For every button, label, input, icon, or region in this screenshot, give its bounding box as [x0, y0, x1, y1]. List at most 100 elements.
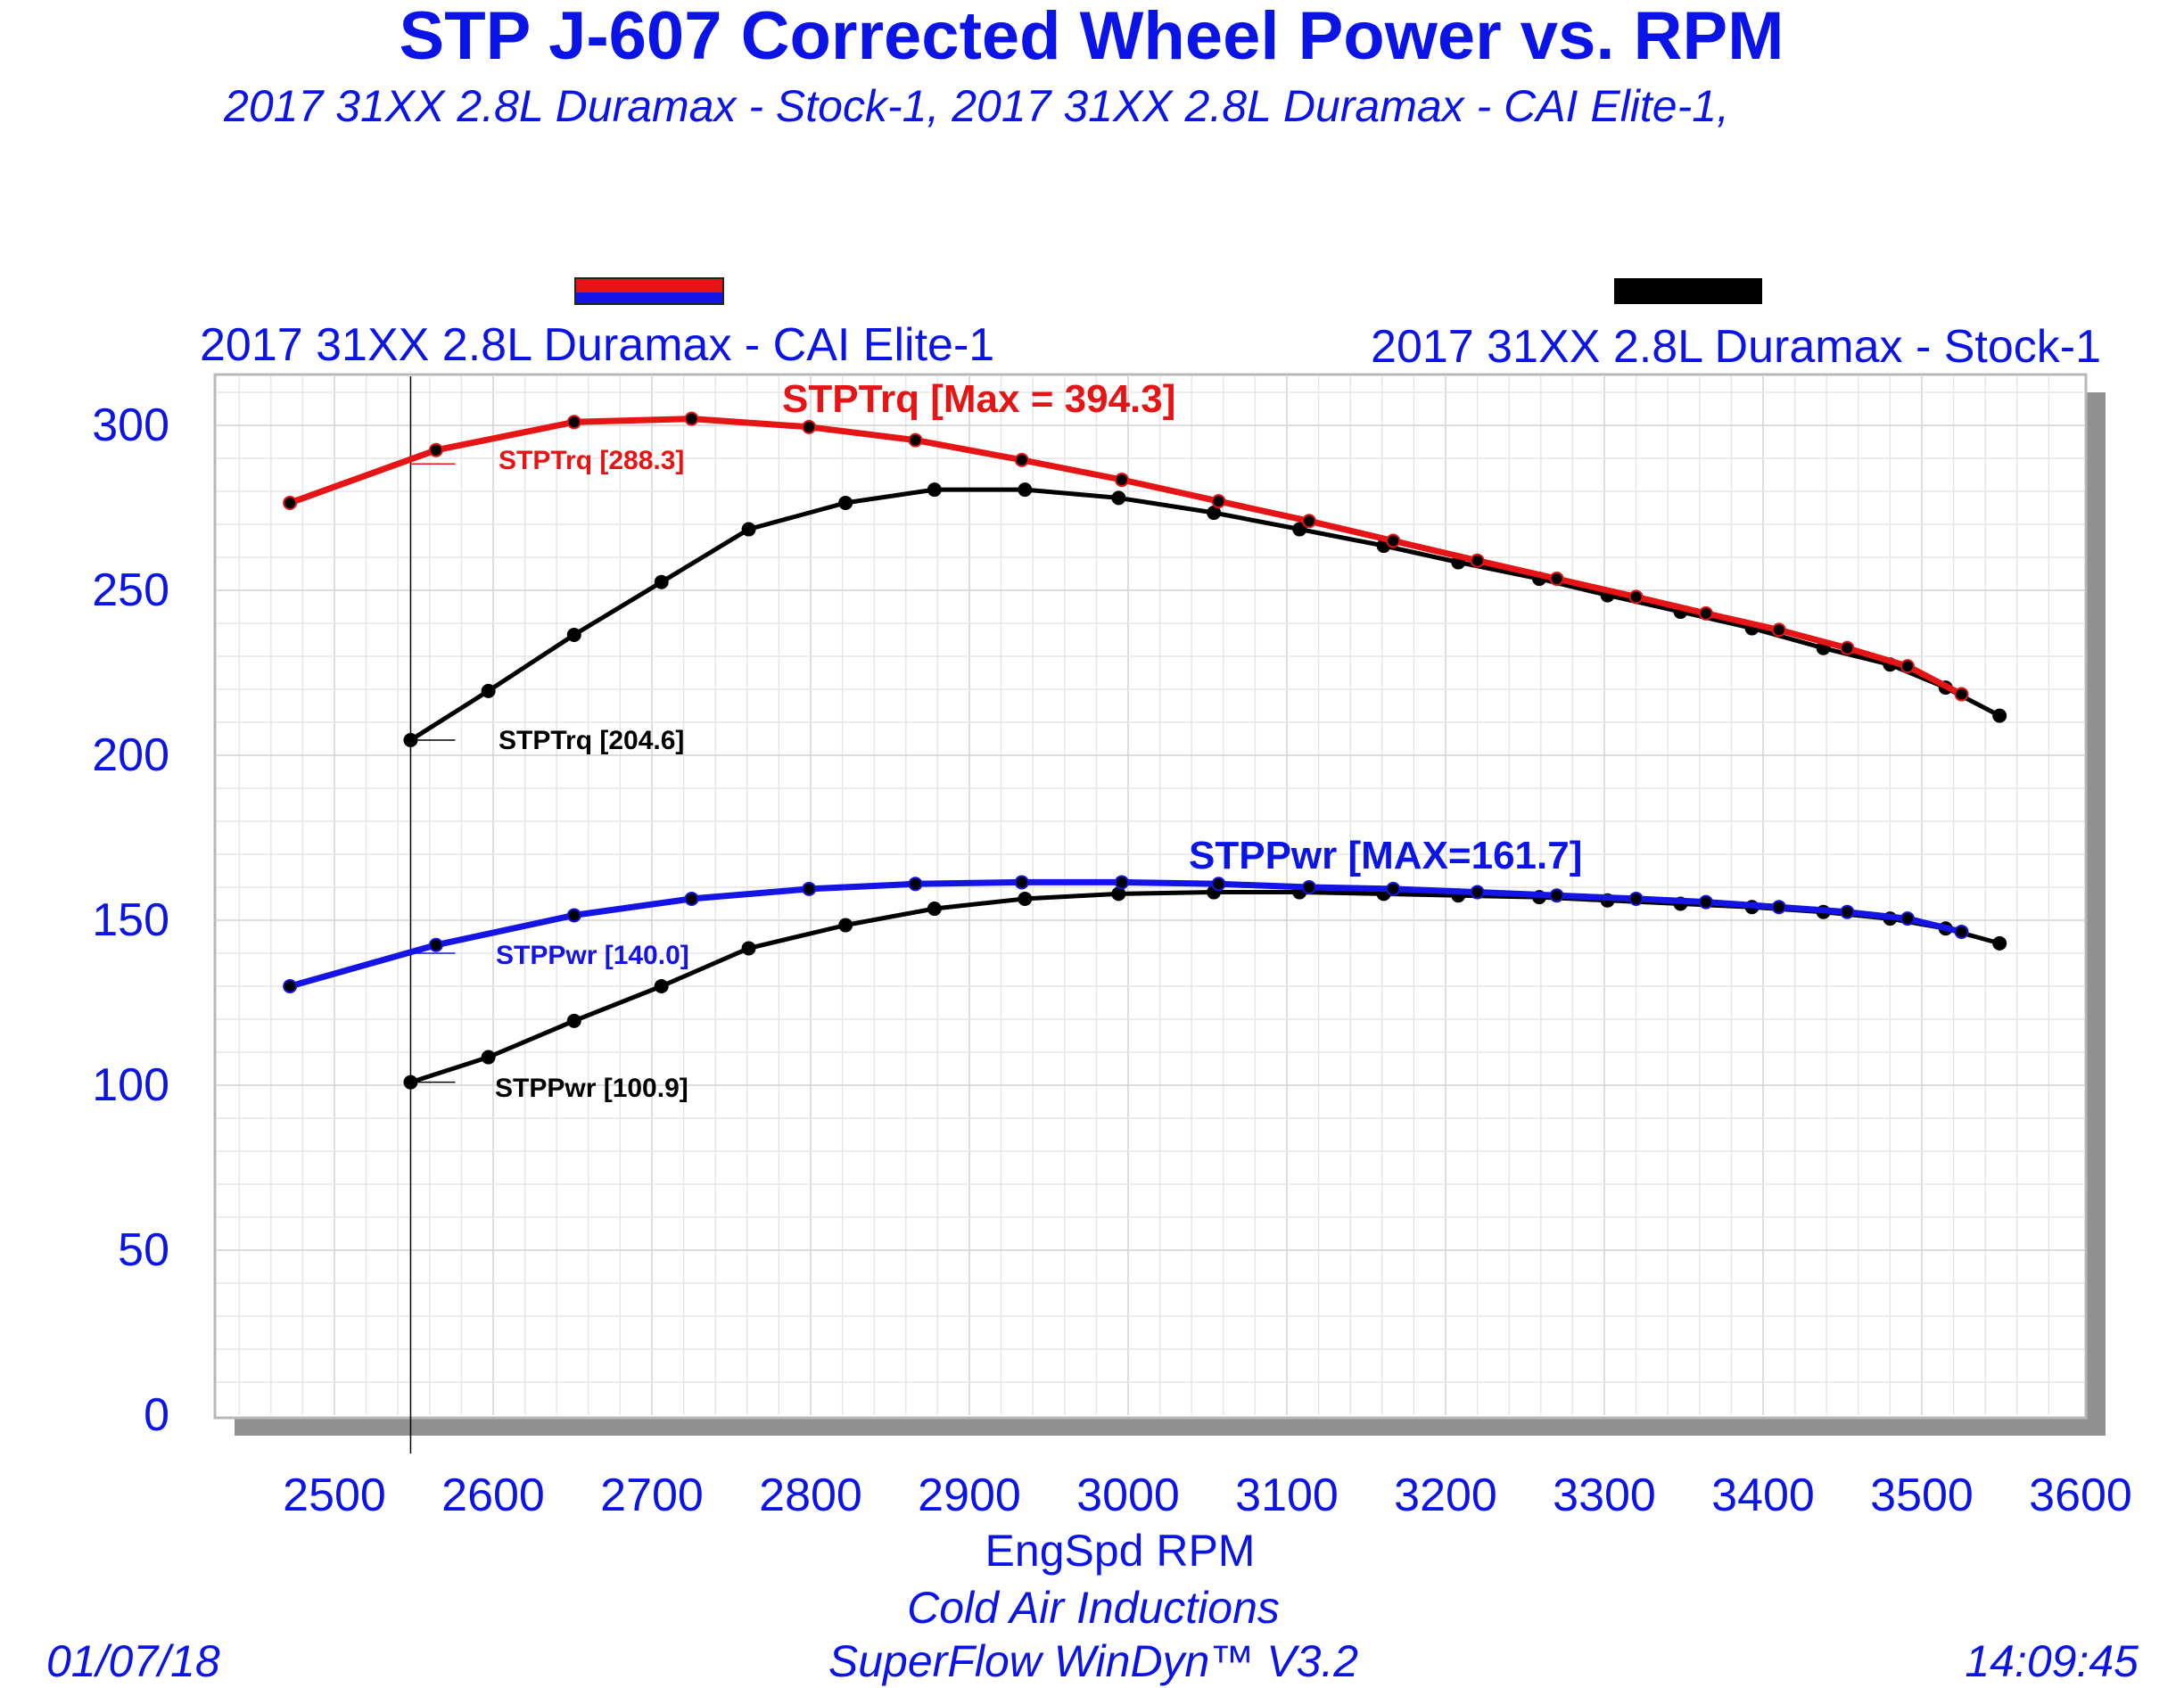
cursor-label-trq-stock: STPTrq [204.6]	[499, 726, 684, 755]
data-point	[1900, 659, 1915, 674]
data-point	[654, 574, 669, 589]
data-point	[1840, 640, 1855, 655]
legend-swatch-cai	[574, 277, 724, 305]
cursor-label-pwr-stock: STPPwr [100.9]	[495, 1074, 688, 1103]
x-tick-label: 2500	[283, 1470, 386, 1521]
x-tick-label: 3600	[2029, 1470, 2132, 1521]
cursor	[409, 376, 456, 1453]
data-point	[481, 1050, 496, 1065]
data-point	[741, 941, 756, 956]
data-point	[802, 419, 817, 434]
y-tick-label: 100	[92, 1059, 169, 1111]
footer-time: 14:09:45	[1965, 1636, 2139, 1686]
data-point	[403, 732, 418, 747]
data-point	[684, 411, 699, 426]
data-point	[927, 482, 942, 498]
x-tick-label: 3500	[1870, 1470, 1974, 1521]
data-point	[283, 495, 298, 510]
x-tick-labels: 2500 2600 2700 2800 2900 3000 3100 3200 3300 3400…	[283, 1470, 2132, 1521]
x-tick-label: 2600	[441, 1470, 545, 1521]
data-point	[403, 1075, 418, 1090]
data-point	[1992, 935, 2007, 951]
data-point	[838, 495, 853, 510]
data-point	[1386, 533, 1401, 548]
data-point	[1549, 572, 1564, 587]
data-point	[1018, 891, 1033, 906]
x-tick-label: 3000	[1076, 1470, 1180, 1521]
data-point	[1771, 900, 1786, 915]
data-point	[428, 442, 443, 457]
y-tick-labels: 300 250 200 150 100 50 0	[92, 399, 169, 1441]
data-point	[1292, 522, 1307, 537]
data-point	[741, 522, 756, 537]
legend-swatch-stock	[1614, 278, 1762, 304]
data-point	[566, 1013, 581, 1028]
x-tick-label: 3400	[1711, 1470, 1815, 1521]
y-tick-label: 0	[144, 1389, 169, 1441]
x-tick-label: 3100	[1235, 1470, 1339, 1521]
data-point	[1628, 589, 1644, 605]
data-point	[1014, 875, 1029, 890]
y-tick-label: 250	[92, 564, 169, 616]
data-point	[1698, 605, 1713, 621]
data-point	[908, 877, 923, 892]
data-point	[1628, 891, 1644, 906]
data-point	[566, 908, 581, 923]
data-point	[1111, 886, 1126, 902]
data-point	[838, 918, 853, 933]
data-point	[1954, 924, 1969, 939]
data-point	[1014, 452, 1029, 467]
data-point	[684, 891, 699, 906]
data-point	[1211, 494, 1226, 509]
data-point	[1470, 553, 1485, 568]
legend-label-stock: 2017 31XX 2.8L Duramax - Stock-1	[1371, 321, 2101, 373]
cursor-label-trq-cai: STPTrq [288.3]	[499, 446, 684, 475]
data-point	[908, 432, 923, 448]
data-point	[1386, 881, 1401, 896]
chart-title: STP J-607 Corrected Wheel Power vs. RPM	[400, 0, 1784, 74]
x-tick-label: 2700	[600, 1470, 704, 1521]
legend-label-cai: 2017 31XX 2.8L Duramax - CAI Elite-1	[200, 319, 994, 371]
data-point	[283, 979, 298, 993]
data-point	[1114, 473, 1129, 488]
data-point	[566, 415, 581, 430]
footer-date: 01/07/18	[46, 1636, 220, 1686]
data-point	[1771, 622, 1786, 638]
data-point	[428, 937, 443, 952]
plot-frame	[213, 373, 2088, 1420]
chart-subtitle: 2017 31XX 2.8L Duramax - Stock-1, 2017 3…	[223, 81, 1729, 131]
data-point	[1018, 482, 1033, 498]
data-point	[1698, 894, 1713, 910]
data-point	[1840, 904, 1855, 919]
x-tick-label: 3300	[1553, 1470, 1656, 1521]
y-tick-label: 150	[92, 894, 169, 946]
data-point	[654, 979, 669, 993]
data-point	[1301, 880, 1316, 894]
data-point	[802, 881, 817, 896]
data-point	[1954, 687, 1969, 702]
y-tick-label: 300	[92, 399, 169, 451]
footer-software: SuperFlow WinDyn™ V3.2	[828, 1636, 1358, 1686]
data-point	[1114, 875, 1129, 890]
data-point	[1992, 708, 2007, 723]
data-point	[1211, 877, 1226, 892]
data-point	[1470, 885, 1485, 900]
series	[283, 411, 2007, 1090]
data-point	[1301, 514, 1316, 529]
max-pwr-label: STPPwr [MAX=161.7]	[1189, 834, 1582, 877]
data-point	[481, 683, 496, 698]
data-point	[1111, 490, 1126, 506]
data-point	[1207, 506, 1222, 521]
footer-shop: Cold Air Inductions	[907, 1583, 1280, 1633]
x-axis-label: EngSpd RPM	[985, 1526, 1256, 1576]
data-point	[1549, 888, 1564, 903]
max-trq-label: STPTrq [Max = 394.3]	[782, 377, 1175, 421]
cursor-label-pwr-cai: STPPwr [140.0]	[496, 941, 689, 970]
data-point	[1900, 911, 1915, 926]
x-tick-label: 2800	[759, 1470, 862, 1521]
data-point	[927, 902, 942, 917]
y-tick-label: 50	[118, 1224, 169, 1276]
y-tick-label: 200	[92, 729, 169, 781]
x-tick-label: 2900	[918, 1470, 1021, 1521]
